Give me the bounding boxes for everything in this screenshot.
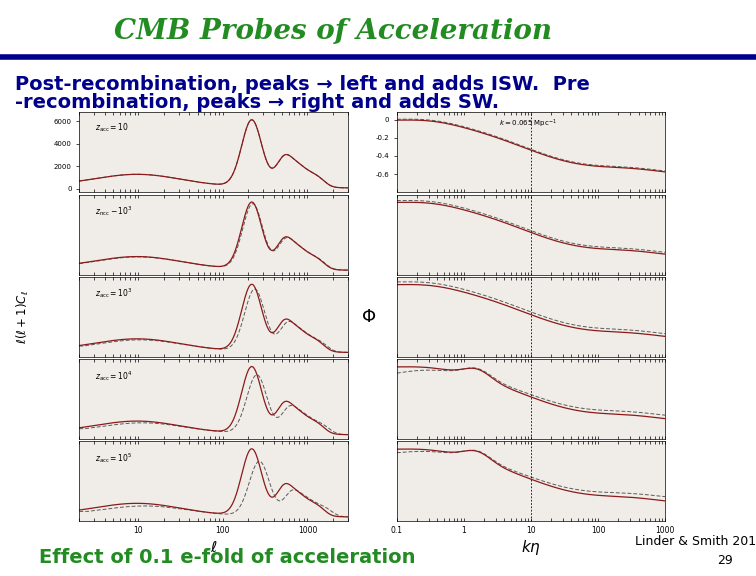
Text: $k\eta$: $k\eta$: [521, 538, 541, 556]
Text: $z_{\rm acc} = 10^4$: $z_{\rm acc} = 10^4$: [95, 369, 133, 382]
Text: Post-recombination, peaks → left and adds ISW.  Pre: Post-recombination, peaks → left and add…: [15, 75, 590, 94]
Text: Effect of 0.1 e-fold of acceleration: Effect of 0.1 e-fold of acceleration: [39, 548, 415, 567]
Text: Linder & Smith 2010: Linder & Smith 2010: [635, 535, 756, 548]
Text: $z_{\rm ncc} - 10^3$: $z_{\rm ncc} - 10^3$: [95, 204, 133, 218]
Text: $\ell$: $\ell$: [209, 540, 218, 555]
Text: $k = 0.065\ {\rm Mpc}^{-1}$: $k = 0.065\ {\rm Mpc}^{-1}$: [499, 118, 557, 130]
Text: CMB Probes of Acceleration: CMB Probes of Acceleration: [113, 18, 552, 45]
Text: -recombination, peaks → right and adds SW.: -recombination, peaks → right and adds S…: [15, 93, 499, 112]
Text: $\Phi$: $\Phi$: [361, 308, 376, 326]
Text: $z_{\rm acc} = 10$: $z_{\rm acc} = 10$: [95, 122, 129, 134]
Text: $z_{\rm acc} = 10^3$: $z_{\rm acc} = 10^3$: [95, 286, 133, 300]
Text: 29: 29: [717, 554, 733, 567]
Text: $z_{\rm acc} = 10^5$: $z_{\rm acc} = 10^5$: [95, 451, 133, 465]
Text: $\ell(\ell+1)C_\ell$: $\ell(\ell+1)C_\ell$: [14, 290, 31, 344]
